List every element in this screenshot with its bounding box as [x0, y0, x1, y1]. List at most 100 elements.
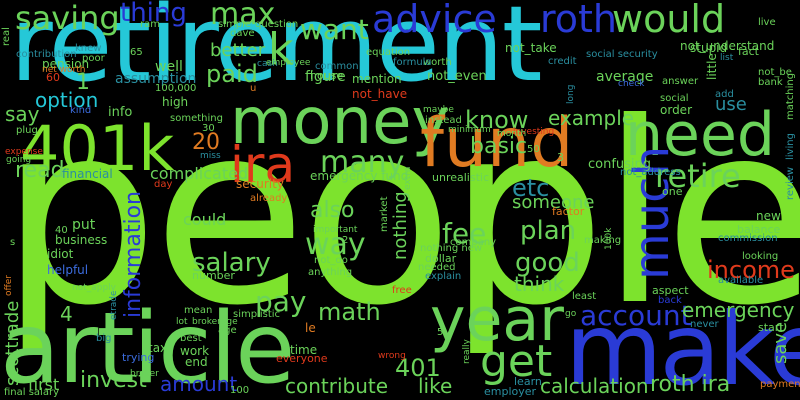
word-u: u [250, 83, 257, 94]
word-think: think [514, 272, 565, 296]
word-least: least [572, 291, 597, 302]
word-max: max [210, 0, 276, 32]
word-review: review [785, 166, 796, 200]
word-broker: broker [130, 369, 159, 379]
word-5: 5 [437, 327, 444, 338]
word-fact: fact [738, 45, 759, 58]
word-info: info [108, 105, 133, 120]
word-real: real [1, 27, 12, 46]
word-minimum: minimum [448, 125, 491, 135]
word-emergency: emergency [682, 298, 795, 322]
word-not_be: not_be [758, 67, 792, 78]
word-important: important [313, 225, 358, 235]
word-le: le [305, 321, 316, 335]
word-commission: commission [718, 233, 778, 244]
word-financial: financial [62, 167, 113, 181]
word-credit: credit [548, 56, 577, 67]
word-article: article [0, 292, 295, 400]
word-cash: cash [257, 59, 278, 69]
word-answer: answer [662, 76, 699, 87]
word-matching: matching [785, 72, 796, 120]
word-best: best [180, 333, 202, 344]
word-fund: fund [420, 104, 574, 183]
word-mean: mean [184, 305, 213, 316]
word-ram: ram [140, 19, 160, 30]
word-could: could [183, 210, 227, 229]
word-dollar: dollar [425, 252, 457, 265]
word-everyone: everyone [276, 352, 328, 365]
word-not_do: not_do [314, 255, 348, 266]
word-pay: pay [255, 285, 307, 318]
word-401: 401 [395, 354, 441, 382]
word-plan: plan [520, 216, 577, 246]
word-know: know [465, 106, 529, 134]
word-3: 3 [557, 151, 564, 164]
word-available: available [718, 275, 764, 286]
word-helpful: helpful [47, 263, 89, 277]
word-instead: instead [425, 115, 462, 126]
word-nothing: nothing [390, 191, 411, 260]
word-brokerage: brokerage [192, 317, 238, 327]
word-miss: miss [200, 151, 221, 161]
word-basic: basic [470, 134, 528, 159]
word-make: make [565, 291, 800, 400]
word-offer: offer [4, 275, 14, 296]
word-first: first [28, 375, 60, 394]
word-number: number [192, 269, 235, 282]
word-back: back [658, 295, 682, 306]
word-employer: employer [484, 385, 537, 398]
word-figure: figure [305, 69, 346, 85]
word-get: get [480, 336, 553, 387]
word-not_address: not_address [620, 167, 681, 178]
word-retirement: retirement [10, 0, 543, 105]
word-something: something [170, 113, 223, 124]
word-read: read [15, 158, 65, 183]
word-worth: worth [423, 57, 452, 68]
word-needed: needed [418, 262, 456, 273]
word-plug: plug [16, 125, 38, 136]
word-learn: learn [514, 375, 542, 388]
word-2: 2 [342, 235, 349, 246]
word-end: end [185, 355, 208, 369]
word-kind: kind [70, 105, 92, 116]
word-long: long [566, 84, 576, 104]
word-100k: 100k [604, 227, 614, 250]
word-trying: trying [122, 351, 155, 364]
word-going: going [6, 155, 32, 165]
word-pension: pension [42, 57, 90, 71]
word-someone: someone [512, 192, 595, 213]
word-business: business [55, 233, 108, 247]
word-people: people [0, 69, 800, 360]
word-mention: mention [352, 72, 402, 86]
word-poor: poor [82, 53, 105, 64]
word-information: information [121, 191, 146, 318]
word-s: s [10, 237, 16, 248]
word-40: 40 [55, 225, 68, 236]
word-well: well [155, 59, 183, 75]
word-social: social [660, 93, 689, 104]
word-house: house [310, 69, 344, 82]
word-month: month [497, 129, 527, 139]
word-need: need [625, 100, 775, 170]
word-math: math [318, 298, 381, 326]
word-never: never [690, 319, 719, 330]
word-100000: 100,000 [155, 83, 197, 94]
word-not_have: not_have [352, 87, 408, 101]
word-not_take: not_take [505, 41, 557, 55]
word-also: also [310, 198, 355, 223]
word-retire: retire [655, 157, 741, 195]
word-anything: anything [308, 267, 353, 278]
word-like: like [418, 374, 453, 398]
word-age: age [218, 325, 237, 336]
word-net-worth: net worth [42, 65, 86, 75]
word-income: income [707, 256, 795, 284]
word-check: check [618, 79, 645, 89]
word-lot: lot [176, 317, 188, 327]
word-time: time [290, 343, 318, 357]
word-dave: dave [230, 28, 255, 39]
word-add: add [715, 89, 734, 100]
word-unrealistic: unrealistic [432, 171, 489, 184]
word-contribute: contribute [285, 374, 389, 398]
word-stupid: stupid [690, 41, 728, 55]
word-roth: roth [540, 0, 618, 41]
